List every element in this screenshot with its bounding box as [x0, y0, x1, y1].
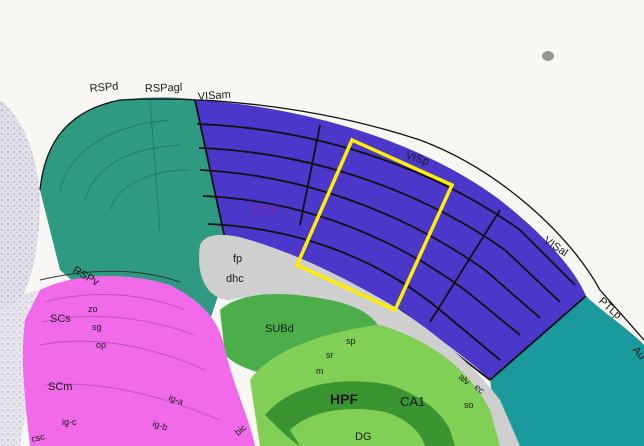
label-rspd: RSPd	[89, 81, 119, 95]
label-csc: csc	[30, 431, 46, 444]
colliculus-layers	[39, 294, 221, 421]
yellow-highlight-box[interactable]	[294, 137, 455, 313]
label-rspagl: RSPagl	[145, 82, 183, 95]
label-sp: sp	[346, 336, 356, 346]
label-subd: SUBd	[265, 323, 294, 335]
label-sg: sg	[92, 322, 102, 332]
label-dg: DG	[355, 431, 372, 443]
label-visam: VISam	[197, 89, 231, 103]
superior-colliculus-region	[22, 275, 256, 446]
retrosplenial-layers	[59, 99, 191, 231]
label-scm: SCm	[48, 381, 72, 393]
ptlp-region	[490, 296, 644, 446]
label-zo: zo	[88, 304, 98, 314]
dentate-gyrus-inner	[290, 409, 425, 446]
label-so: so	[464, 400, 474, 410]
label-hpf: HPF	[330, 391, 358, 407]
label-fp: fp	[233, 253, 242, 265]
label-ig-b: ig-b	[151, 418, 168, 432]
label-scs: SCs	[50, 313, 71, 325]
brainstem-region	[0, 100, 40, 310]
label-ca1: CA1	[400, 394, 425, 409]
label-sr: sr	[326, 350, 334, 360]
label-m: m	[316, 366, 324, 376]
paper-smudge	[542, 51, 554, 61]
cortical-layer-boundaries	[194, 99, 587, 381]
label-op: op	[96, 340, 106, 350]
sc-boundary	[39, 270, 181, 283]
label-ig-c: ig-c	[62, 417, 77, 427]
label-ctx: CTX	[252, 203, 278, 218]
label-dhc: dhc	[226, 273, 244, 285]
label-ig-a: ig-a	[167, 392, 185, 407]
fiber-tract-region	[199, 234, 520, 446]
cortex-outer-boundary	[39, 98, 644, 341]
